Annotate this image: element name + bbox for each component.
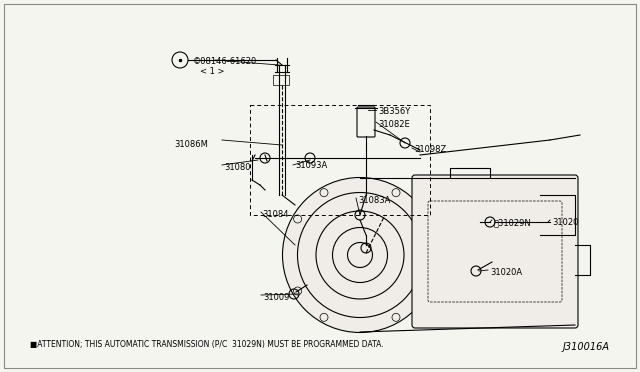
Text: J310016A: J310016A: [563, 342, 610, 352]
Text: 31083A: 31083A: [358, 196, 390, 205]
Circle shape: [294, 287, 301, 295]
Text: 31080: 31080: [224, 163, 250, 172]
Text: 31082E: 31082E: [378, 120, 410, 129]
Text: 31020: 31020: [552, 218, 579, 227]
Ellipse shape: [282, 177, 438, 333]
Text: 31086M: 31086M: [174, 140, 208, 149]
Circle shape: [392, 189, 400, 197]
Text: ■ATTENTION; THIS AUTOMATIC TRANSMISSION (P/C  31029N) MUST BE PROGRAMMED DATA.: ■ATTENTION; THIS AUTOMATIC TRANSMISSION …: [30, 340, 383, 349]
Text: 31093A: 31093A: [295, 161, 327, 170]
Text: 31020A: 31020A: [490, 268, 522, 277]
Text: 31084: 31084: [262, 210, 289, 219]
Circle shape: [419, 215, 426, 223]
Circle shape: [320, 189, 328, 197]
Text: ©08146-61620: ©08146-61620: [193, 57, 257, 66]
Circle shape: [392, 313, 400, 321]
Text: 31009: 31009: [263, 293, 289, 302]
Circle shape: [320, 313, 328, 321]
Text: 3B356Y: 3B356Y: [378, 107, 410, 116]
Circle shape: [419, 287, 426, 295]
Text: ⌕31029N: ⌕31029N: [494, 218, 532, 227]
Text: 31098Z: 31098Z: [414, 145, 446, 154]
Bar: [273, 75, 289, 85]
Text: < 1 >: < 1 >: [200, 67, 225, 76]
Bar: [250, 105, 430, 215]
Circle shape: [294, 215, 301, 223]
FancyBboxPatch shape: [412, 175, 578, 328]
